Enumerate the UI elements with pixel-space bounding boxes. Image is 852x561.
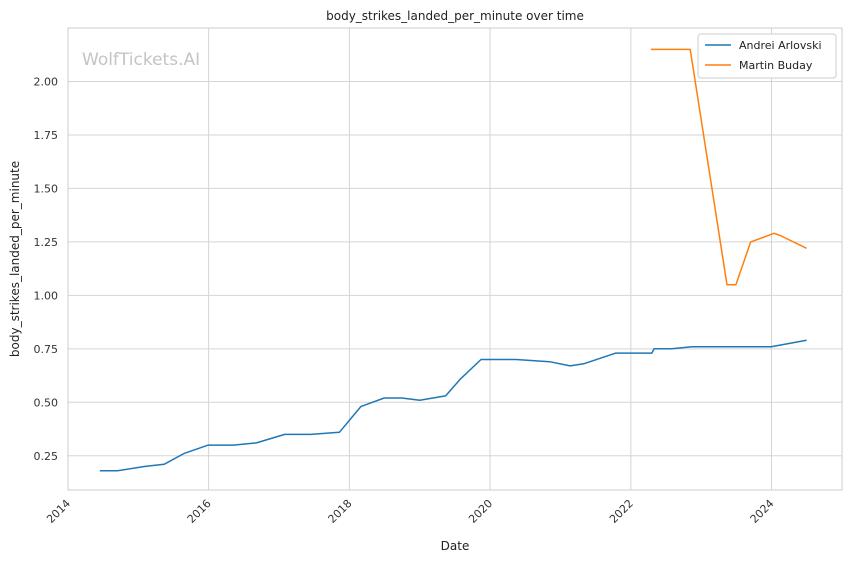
y-tick-label: 1.75 [34, 129, 59, 142]
y-tick-label: 0.25 [34, 450, 59, 463]
y-tick-label: 0.75 [34, 343, 59, 356]
tick-labels: 0.25 0.50 0.75 1.00 1.25 1.50 1.75 2.00 2014 2016… [34, 75, 777, 525]
legend: Andrei Arlovski Martin Buday [697, 33, 837, 79]
x-tick-label: 2018 [326, 497, 355, 526]
y-tick-label: 1.00 [34, 289, 59, 302]
y-tick-label: 1.50 [34, 182, 59, 195]
x-axis-title: Date [441, 539, 470, 553]
y-axis-title: body_strikes_landed_per_minute [8, 161, 22, 357]
y-tick-label: 2.00 [34, 75, 59, 88]
series-line-martin-buday [650, 48, 807, 286]
legend-label-andrei-arlovski: Andrei Arlovski [739, 39, 822, 52]
x-tick-label: 2016 [185, 497, 214, 526]
y-tick-label: 0.50 [34, 396, 59, 409]
x-tick-label: 2024 [748, 497, 777, 526]
y-tick-label: 1.25 [34, 236, 59, 249]
plot-background [68, 28, 842, 490]
plot-frame [67, 27, 843, 491]
grid-lines [67, 28, 842, 490]
series-line-andrei-arlovski [99, 339, 807, 472]
legend-box [697, 33, 837, 79]
series-layer [99, 48, 807, 472]
x-tick-label: 2022 [607, 497, 636, 526]
x-tick-label: 2014 [44, 497, 73, 526]
watermark: WolfTickets.AI [82, 50, 200, 70]
x-tick-label: 2020 [466, 497, 495, 526]
chart-title: body_strikes_landed_per_minute over time [326, 9, 584, 23]
legend-label-martin-buday: Martin Buday [739, 59, 813, 72]
